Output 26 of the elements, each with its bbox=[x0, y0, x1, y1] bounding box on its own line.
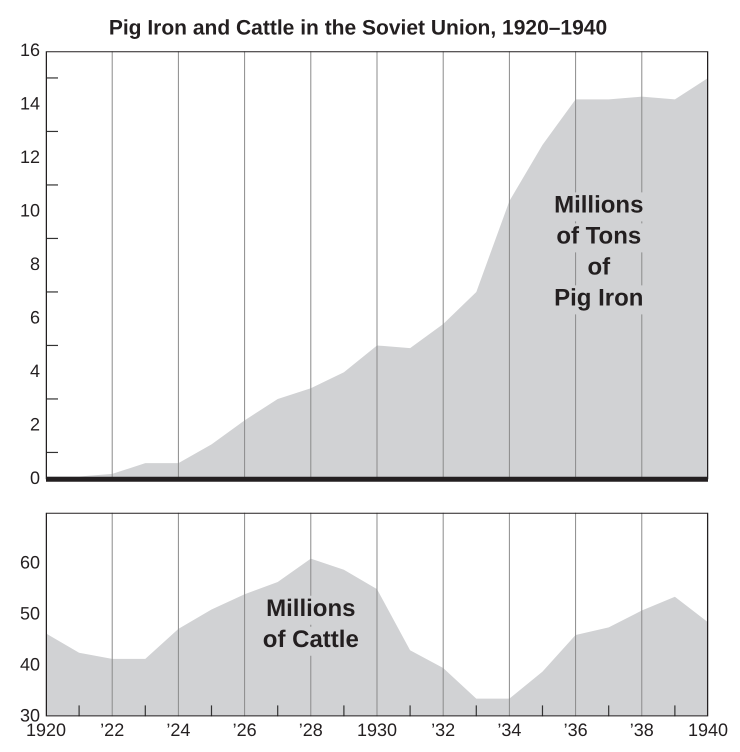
y-tick-label: 40 bbox=[20, 654, 40, 674]
x-tick-label: 1940 bbox=[688, 720, 728, 740]
x-tick-label: ’28 bbox=[298, 720, 323, 740]
y-tick-label: 8 bbox=[30, 254, 40, 274]
y-tick-label: 0 bbox=[30, 468, 40, 488]
x-tick-label: ’34 bbox=[497, 720, 522, 740]
y-tick-label: 50 bbox=[20, 604, 40, 624]
x-tick-label: ’22 bbox=[100, 720, 124, 740]
y-tick-label: 10 bbox=[20, 200, 40, 221]
chart-title: Pig Iron and Cattle in the Soviet Union, 1920–1940 bbox=[108, 16, 608, 40]
x-tick-label: ’26 bbox=[232, 720, 257, 740]
y-tick-label: 6 bbox=[30, 308, 40, 328]
y-tick-label: 60 bbox=[20, 552, 40, 573]
x-tick-label: ’36 bbox=[564, 720, 588, 740]
x-tick-label: ’24 bbox=[166, 720, 190, 740]
x-tick-label: ’38 bbox=[630, 720, 654, 740]
annotation: Millions of Cattle bbox=[262, 594, 359, 653]
y-tick-label: 4 bbox=[30, 361, 40, 382]
x-tick-label: 1930 bbox=[356, 720, 398, 740]
y-tick-label: 16 bbox=[20, 40, 40, 60]
annotation: Millions of Tons of Pig Iron bbox=[554, 191, 644, 312]
y-tick-label: 2 bbox=[30, 414, 40, 435]
x-tick-label: 1920 bbox=[26, 720, 66, 740]
y-tick-label: 12 bbox=[20, 147, 40, 168]
x-tick-label: ’32 bbox=[431, 720, 456, 740]
y-tick-label: 14 bbox=[20, 94, 40, 114]
